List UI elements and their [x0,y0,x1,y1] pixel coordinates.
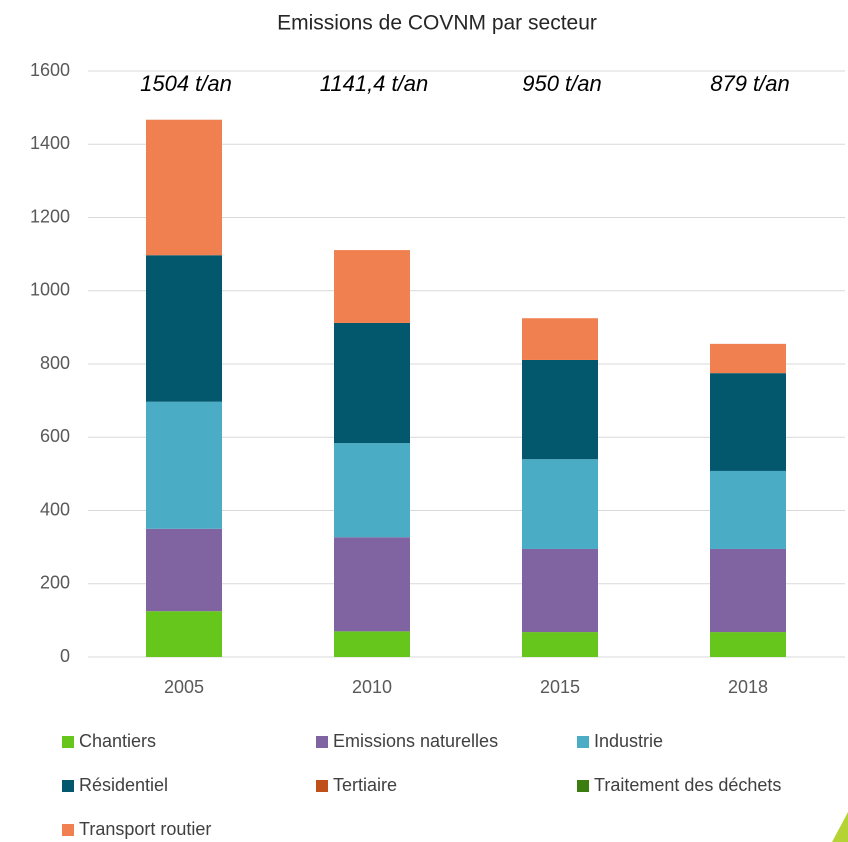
legend-label: Industrie [594,731,663,751]
legend-swatch [62,824,74,836]
x-tick-label: 2018 [728,677,768,697]
legend-label: Transport routier [79,819,211,839]
bar-segment [522,632,598,657]
bar-segment [710,343,786,374]
bar-segment [710,548,786,633]
bar-segment [146,401,222,529]
y-tick-label: 0 [60,646,70,666]
y-tick-label: 1400 [30,133,70,153]
legend-label: Tertiaire [333,775,397,795]
annotation: 950 t/an [522,71,602,96]
y-tick-label: 1600 [30,60,70,80]
x-tick-label: 2010 [352,677,392,697]
bar-segment [710,373,786,471]
y-tick-label: 800 [40,353,70,373]
annotation: 1504 t/an [140,71,232,96]
y-tick-label: 600 [40,426,70,446]
legend-swatch [577,736,589,748]
bar-segment [334,250,410,323]
bar-segment [146,255,222,402]
y-tick-label: 200 [40,573,70,593]
bar-segment [146,119,222,256]
bar-segment [334,443,410,538]
legend-swatch [316,736,328,748]
legend-label: Chantiers [79,731,156,751]
bar-segment [334,631,410,657]
annotation: 1141,4 t/an [320,71,428,96]
legend-swatch [577,780,589,792]
bar-segment [522,318,598,360]
x-tick-label: 2005 [164,677,204,697]
y-tick-label: 1000 [30,280,70,300]
corner-decoration [832,812,848,842]
bar-segment [146,611,222,657]
legend-swatch [316,780,328,792]
y-tick-label: 1200 [30,206,70,226]
bar-segment [146,528,222,612]
legend-label: Traitement des déchets [594,775,781,795]
bar-segment [710,470,786,549]
legend-label: Emissions naturelles [333,731,498,751]
bar-segment [522,459,598,549]
chart-title: Emissions de COVNM par secteur [277,12,597,35]
bar-segment [334,322,410,444]
bar-segment [334,537,410,632]
bar-segment [522,359,598,460]
bar-segment [710,632,786,657]
legend-swatch [62,736,74,748]
x-tick-label: 2015 [540,677,580,697]
legend-label: Résidentiel [79,775,168,795]
bar-segment [522,548,598,633]
legend-swatch [62,780,74,792]
annotation: 879 t/an [710,71,790,96]
y-tick-label: 400 [40,499,70,519]
